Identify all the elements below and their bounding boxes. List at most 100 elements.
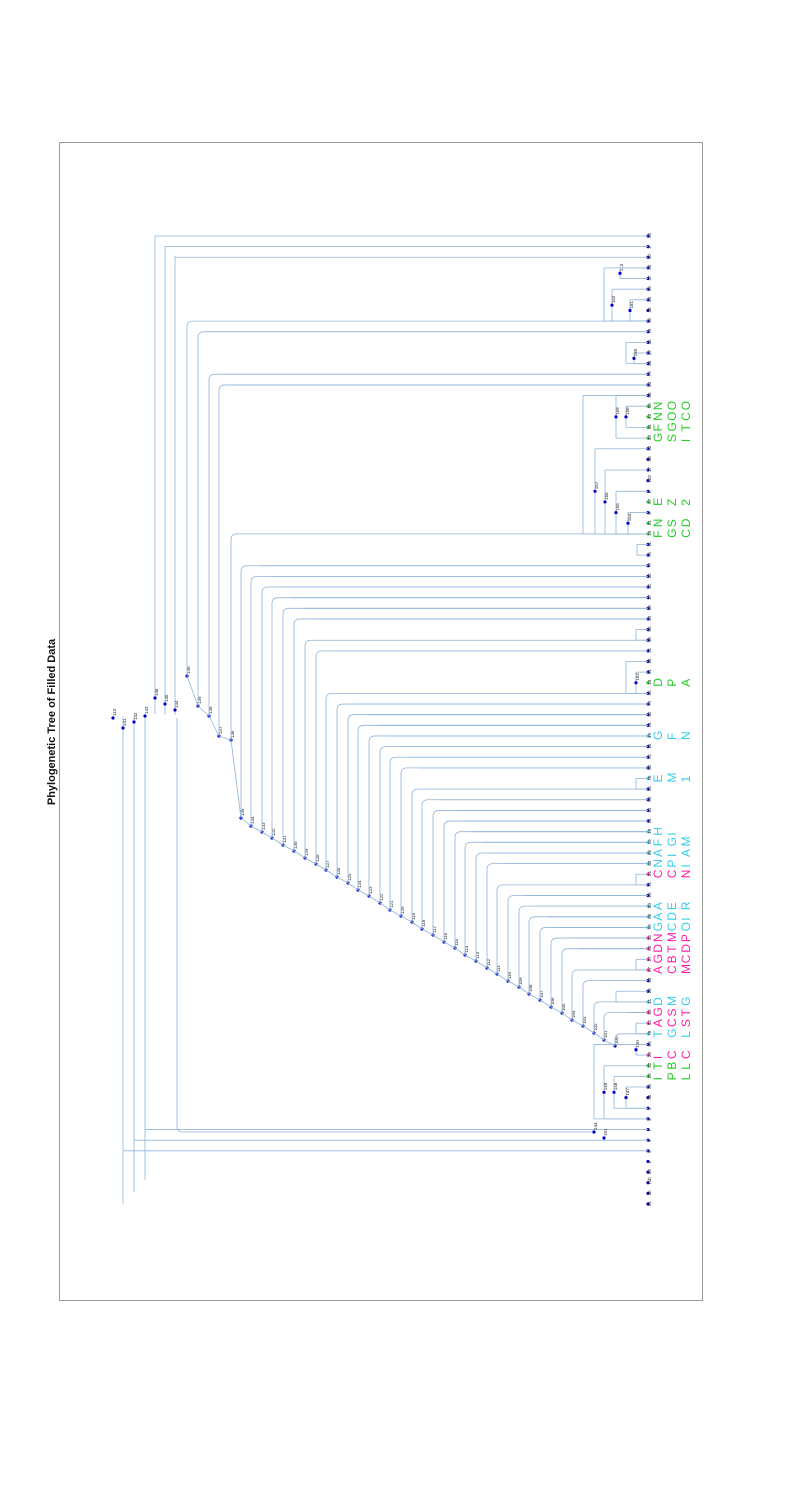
tree-branch: [357, 889, 370, 897]
leaf-label: 5: [647, 1150, 652, 1153]
tree-branch: [486, 967, 498, 975]
leaf-annotation: I: [665, 832, 679, 835]
node-label: 101: [603, 1030, 608, 1038]
leaf-label: 4: [647, 1118, 652, 1121]
tree-branch: [603, 1012, 648, 1040]
leaf-label: 63: [647, 1009, 652, 1015]
tree-branch: [347, 882, 359, 891]
leaf-label: 34: [647, 935, 652, 941]
node-label: 148: [613, 1082, 618, 1090]
tree-branch: [593, 1032, 605, 1041]
leaf-label: 8: [647, 512, 652, 515]
node-label: 114: [464, 945, 469, 953]
node-label: 100: [614, 1036, 619, 1044]
leaf-label: 9: [647, 1139, 652, 1142]
leaf-annotation: I: [679, 439, 693, 442]
tree-branch: [368, 735, 648, 896]
leaf-annotation: I: [665, 854, 679, 857]
leaf-label: 85: [647, 286, 652, 292]
tree-branch: [539, 927, 648, 1000]
leaf-node: [646, 479, 650, 483]
leaf-annotation: D: [651, 678, 665, 687]
leaf-node: [646, 500, 650, 504]
leaf-label: 10: [647, 828, 652, 834]
tree-branch: [261, 831, 273, 839]
leaf-annotation: E: [651, 498, 665, 506]
tree-branch: [464, 841, 648, 955]
node-label: 135: [240, 808, 245, 816]
tree-branch: [475, 852, 648, 961]
plot-frame: [59, 142, 703, 1301]
node-label: 108: [528, 984, 533, 992]
leaf-label: 41: [647, 998, 652, 1004]
leaf-label: 77: [647, 562, 652, 568]
leaf-annotation: E: [665, 902, 679, 910]
node-label: 161: [629, 300, 634, 308]
tree-branch: [271, 837, 284, 846]
leaf-annotation: D: [651, 944, 665, 953]
leaf-annotation: O: [665, 401, 679, 410]
leaf-annotation: N: [651, 519, 665, 528]
tree-branch: [507, 980, 520, 988]
leaf-label: 78: [647, 1030, 652, 1036]
leaf-label: 47: [647, 350, 652, 356]
leaf-annotation: P: [665, 860, 679, 868]
node-label: 143: [144, 706, 149, 714]
tree-branch: [528, 916, 648, 994]
tree-branch: [325, 869, 338, 878]
leaf-label: 38: [647, 307, 652, 313]
leaf-annotation: I: [679, 917, 693, 920]
leaf-label: 44: [647, 424, 652, 430]
leaf-annotation: G: [665, 837, 679, 846]
leaf-annotation: A: [651, 902, 665, 910]
tree-branch: [550, 1006, 563, 1014]
node-label: 150: [635, 1040, 640, 1048]
node-label: 110: [507, 971, 512, 979]
leaf-annotation: N: [679, 731, 693, 740]
leaf-annotation: G: [665, 1028, 679, 1037]
tree-node: [121, 726, 125, 730]
leaf-label: 65: [647, 849, 652, 855]
node-label: 107: [539, 990, 544, 998]
node-label: 158: [625, 407, 630, 415]
leaf-annotation: C: [679, 954, 693, 963]
node-label: 113: [475, 951, 480, 959]
leaf-annotation: O: [679, 401, 693, 410]
tree-branch: [421, 928, 434, 936]
tree-branch: [528, 993, 541, 1001]
leaf-label: 25: [647, 786, 652, 792]
node-label: 118: [421, 919, 426, 927]
leaf-annotation: T: [651, 1030, 665, 1038]
leaf-label: 84: [647, 381, 652, 387]
node-label: 157: [594, 481, 599, 489]
tree-branch: [475, 960, 488, 969]
leaf-label: 59: [647, 924, 652, 930]
node-label: 106: [550, 997, 555, 1005]
node-label: 131: [282, 835, 287, 843]
leaf-annotation: N: [651, 412, 665, 421]
tree-branch: [561, 948, 648, 1013]
leaf-label: 88: [647, 392, 652, 398]
tree-branch: [315, 863, 327, 871]
node-label: 122: [379, 893, 384, 901]
node-label: 126: [336, 867, 341, 875]
tree-node: [618, 271, 622, 275]
tree-branch: [389, 909, 402, 917]
node-label: 105: [561, 1003, 566, 1011]
tree-node: [132, 720, 136, 724]
leaf-annotation: E: [651, 774, 665, 782]
tree-branch: [432, 810, 648, 935]
leaf-label: 14: [647, 679, 652, 685]
tree-branch: [464, 954, 477, 962]
leaf-node: [646, 1202, 650, 1206]
tree-branch: [507, 895, 648, 981]
node-label: 130: [293, 841, 298, 849]
leaf-label: 64: [647, 796, 652, 802]
leaf-label: 27: [647, 594, 652, 600]
node-label: 159: [615, 407, 620, 415]
leaf-label: 31: [647, 647, 652, 653]
leaf-label: 16: [647, 318, 652, 324]
leaf-label: 79: [647, 371, 652, 377]
tree-node: [603, 500, 607, 504]
leaf-node: [646, 1191, 650, 1195]
